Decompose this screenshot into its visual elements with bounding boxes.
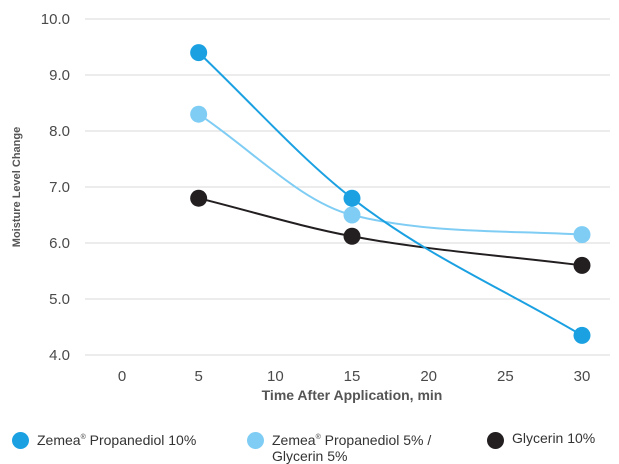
data-point: [343, 189, 361, 207]
x-tick-label: 30: [574, 368, 591, 385]
data-point: [190, 44, 208, 62]
series-line-1: [198, 113, 583, 236]
legend-swatch: [247, 432, 264, 449]
data-point: [343, 227, 361, 245]
legend-swatch: [12, 432, 29, 449]
y-tick-label: 6.0: [49, 235, 70, 252]
gridlines: [85, 18, 610, 356]
y-tick-label: 4.0: [49, 347, 70, 364]
series-points: [190, 44, 591, 344]
data-point: [573, 326, 591, 344]
data-point: [190, 189, 208, 207]
y-tick-labels: 4.0 5.0 6.0 7.0 8.0 9.0 10.0: [41, 11, 70, 364]
legend: Zemea® Propanediol 10% Zemea® Propanedio…: [0, 424, 619, 464]
legend-swatch: [487, 432, 504, 449]
x-axis-label: Time After Application, min: [262, 387, 443, 403]
x-tick-label: 5: [194, 368, 202, 385]
x-tick-labels: 0 5 10 15 20 25 30: [118, 368, 591, 385]
line-chart: 4.0 5.0 6.0 7.0 8.0 9.0 10.0 0 5 10 15 20 25 30 Time…: [11, 11, 610, 403]
x-tick-label: 15: [344, 368, 361, 385]
legend-label: Zemea® Propanediol 10%: [37, 432, 197, 448]
y-tick-label: 10.0: [41, 11, 70, 28]
y-tick-label: 7.0: [49, 179, 70, 196]
x-tick-label: 0: [118, 368, 126, 385]
data-point: [573, 226, 591, 244]
x-tick-label: 20: [420, 368, 437, 385]
series-line-0: [197, 51, 583, 337]
y-tick-label: 9.0: [49, 67, 70, 84]
legend-label: Zemea® Propanediol 5% / Glycerin 5%: [272, 432, 432, 464]
y-tick-label: 5.0: [49, 291, 70, 308]
series-lines: [197, 51, 583, 337]
x-tick-label: 10: [267, 368, 284, 385]
data-point: [573, 256, 591, 274]
y-tick-label: 8.0: [49, 123, 70, 140]
legend-item-zemea-propanediol-10: Zemea® Propanediol 10%: [12, 430, 196, 449]
x-tick-label: 25: [497, 368, 514, 385]
y-axis-label: Moisture Level Change: [11, 127, 23, 247]
legend-item-zemea-propanediol-5-glycerin-5: Zemea® Propanediol 5% / Glycerin 5%: [247, 430, 431, 464]
data-point: [190, 105, 208, 123]
data-point: [343, 206, 361, 224]
legend-label: Glycerin 10%: [512, 430, 596, 446]
legend-item-glycerin-10: Glycerin 10%: [487, 430, 595, 449]
